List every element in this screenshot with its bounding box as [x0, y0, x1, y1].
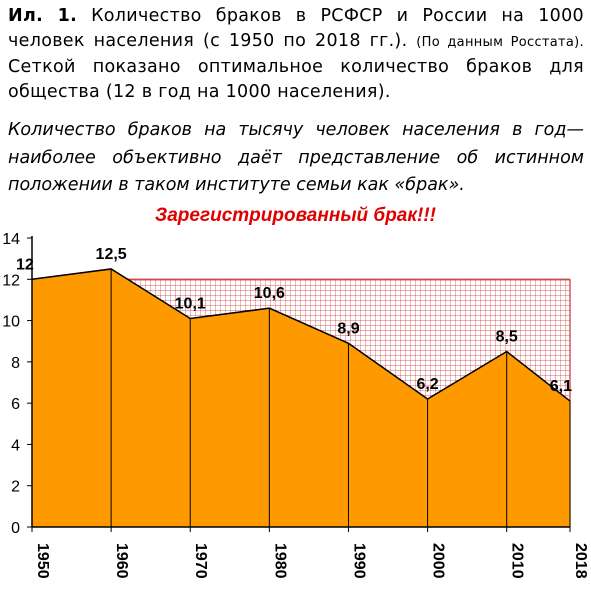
data-label: 10,6	[254, 285, 285, 302]
caption-source: (По данным Росстата).	[416, 35, 584, 50]
y-tick-label: 4	[11, 437, 20, 454]
data-label: 12	[16, 256, 34, 273]
x-tick-label: 1960	[113, 543, 130, 579]
data-label: 6,1	[550, 378, 572, 395]
series-line	[31, 268, 571, 402]
data-label: 6,2	[416, 376, 438, 393]
x-tick-label: 1950	[34, 543, 51, 579]
y-tick-label: 12	[2, 272, 20, 289]
data-label: 10,1	[175, 296, 206, 313]
y-tick-label: 14	[2, 231, 20, 248]
caption-note: Сеткой показано оптимальное количество б…	[8, 57, 584, 102]
x-tick-label: 2010	[509, 543, 526, 579]
x-tick-label: 2000	[430, 543, 447, 579]
x-tick-label: 1980	[271, 543, 288, 579]
x-tick-label: 1990	[350, 543, 367, 579]
series-area	[32, 268, 570, 527]
y-tick-label: 8	[11, 355, 20, 372]
caption-label: Ил. 1.	[8, 6, 78, 26]
y-tick-label: 6	[11, 396, 20, 413]
chart-banner: Зарегистрированный брак!!!	[155, 205, 436, 226]
figure-caption: Ил. 1. Количество браков в РСФСР и Росси…	[8, 4, 584, 105]
data-label: 8,5	[496, 329, 518, 346]
quote-text: Количество браков на тысячу человек насе…	[8, 120, 584, 195]
x-tick-label: 1970	[192, 543, 209, 579]
data-label: 12,5	[96, 246, 127, 263]
y-tick-label: 2	[11, 479, 20, 496]
y-tick-label: 10	[2, 314, 20, 331]
caption-text: Количество браков в РСФСР и России на 10…	[8, 6, 584, 51]
x-tick-label: 2018	[572, 543, 589, 579]
y-tick-label: 0	[11, 520, 20, 537]
data-label: 8,9	[337, 320, 359, 337]
